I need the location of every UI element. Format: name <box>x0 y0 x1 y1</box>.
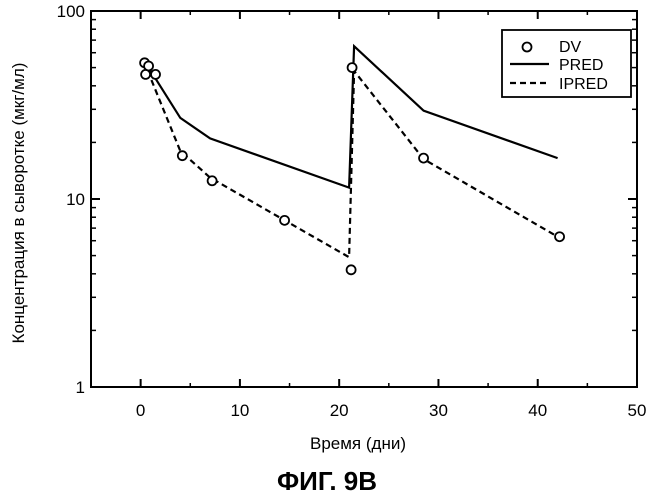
x-tick-label: 20 <box>330 401 349 420</box>
figure-caption: ФИГ. 9B <box>277 466 377 496</box>
data-point-dv <box>346 62 358 73</box>
axis-ticks: 0 10 20 30 40 50 1 10 100 <box>57 2 647 420</box>
series-line-pred <box>144 43 558 190</box>
x-tick-label: 30 <box>429 401 448 420</box>
series-group <box>139 43 565 276</box>
data-point-dv <box>554 231 565 243</box>
legend-label-dv: DV <box>559 39 582 56</box>
data-point-dv <box>418 152 429 164</box>
y-tick-label: 100 <box>57 2 85 21</box>
series-line-ipred <box>143 60 559 260</box>
data-point-dv <box>150 69 161 80</box>
x-axis-title: Время (дни) <box>310 434 406 453</box>
data-point-dv <box>345 264 357 276</box>
y-tick-label: 1 <box>76 378 85 397</box>
legend-marker-dv <box>521 41 533 53</box>
x-tick-label: 50 <box>628 401 647 420</box>
data-point-dv <box>143 60 154 72</box>
y-tick-label: 10 <box>66 190 85 209</box>
x-tick-label: 10 <box>230 401 249 420</box>
legend-label-ipred: IPRED <box>559 76 608 93</box>
x-tick-label: 40 <box>528 401 547 420</box>
x-tick-label: 0 <box>136 401 145 420</box>
data-point-dv <box>206 175 218 187</box>
data-point-dv <box>279 214 290 226</box>
data-point-dv <box>176 150 188 162</box>
legend-label-pred: PRED <box>559 57 603 74</box>
y-axis-title: Концентрация в сыворотке (мкг/мл) <box>9 63 28 344</box>
